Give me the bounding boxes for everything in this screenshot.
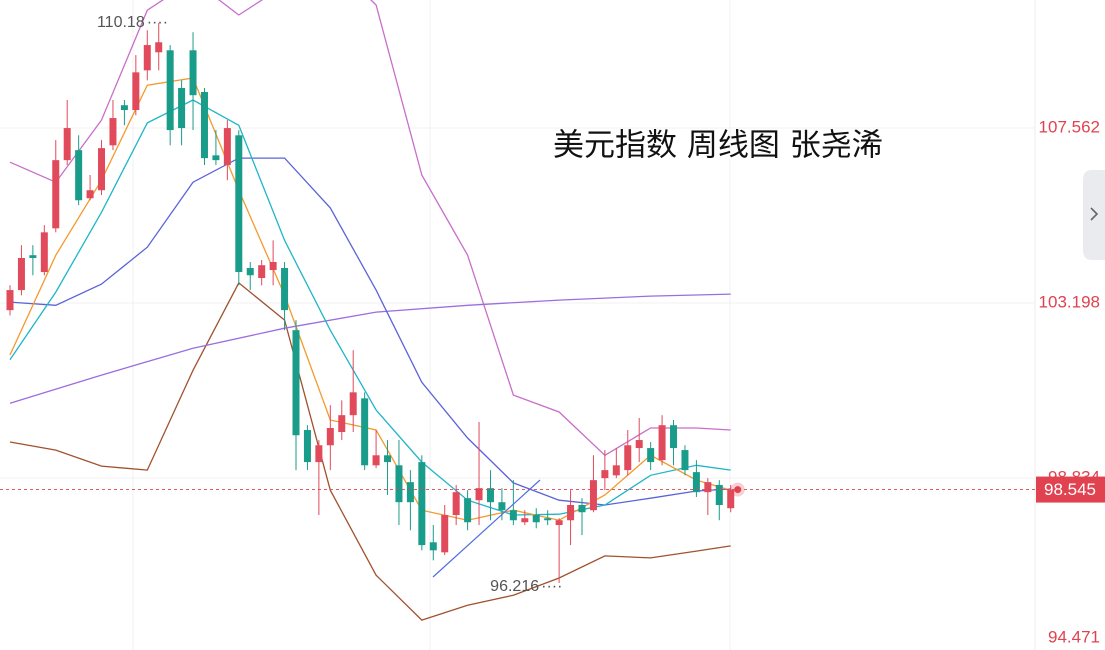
- candle-body: [281, 268, 289, 311]
- candle-body: [29, 255, 37, 258]
- candle-body: [303, 430, 311, 463]
- candle-body: [498, 502, 506, 511]
- indicator-line: [9, 293, 731, 404]
- candle-body: [555, 520, 563, 526]
- candle-body: [452, 492, 460, 516]
- candle-body: [326, 428, 334, 446]
- indicator-line: [9, 0, 731, 457]
- last-price-label: 98.545: [1044, 480, 1096, 499]
- candle-body: [486, 488, 494, 503]
- candle-body: [441, 515, 449, 553]
- candle-body: [727, 489, 735, 509]
- y-tick-label: 94.471: [1048, 627, 1100, 646]
- candle-body: [532, 515, 540, 523]
- max-dots: ····: [147, 14, 168, 31]
- min-label: 96.216: [490, 578, 539, 595]
- candle-body: [63, 128, 71, 161]
- candle-body: [624, 445, 632, 471]
- candle-body: [567, 505, 575, 521]
- candle-body: [98, 148, 106, 191]
- candle-body: [212, 155, 220, 161]
- candle-body: [166, 50, 174, 131]
- candle-body: [658, 425, 666, 461]
- candle-body: [406, 482, 414, 503]
- candle-body: [86, 190, 94, 199]
- side-toggle[interactable]: [1083, 170, 1105, 260]
- candle-body: [464, 498, 472, 523]
- candle-body: [692, 472, 700, 493]
- candle-body: [292, 330, 300, 436]
- candle-body: [120, 105, 128, 111]
- candle-body: [647, 448, 655, 463]
- candle-body: [349, 392, 357, 416]
- candle-body: [52, 160, 60, 229]
- candle-body: [578, 505, 586, 513]
- candle-body: [681, 450, 689, 471]
- indicator-line: [9, 99, 731, 516]
- candle-body: [315, 445, 323, 463]
- trend-line: [432, 479, 541, 578]
- candle-body: [235, 135, 243, 273]
- candle-body: [338, 415, 346, 433]
- candle-body: [361, 398, 369, 466]
- candle-body: [418, 462, 426, 546]
- candle-body: [509, 510, 517, 521]
- candle-body: [143, 45, 151, 71]
- candle-body: [384, 455, 392, 463]
- candle-body: [223, 128, 231, 165]
- candle-body: [372, 455, 380, 466]
- candle-body: [704, 482, 712, 493]
- candle-body: [178, 87, 186, 129]
- candle-body: [17, 257, 25, 291]
- candle-body: [200, 91, 208, 159]
- min-dots: ····: [541, 578, 562, 595]
- indicator-line: [9, 77, 731, 521]
- y-tick-label: 107.562: [1039, 117, 1100, 136]
- candle-body: [544, 518, 552, 521]
- candle-body: [189, 50, 197, 96]
- max-label: 110.18: [97, 14, 145, 31]
- candle-body: [40, 232, 48, 273]
- candle-body: [269, 262, 277, 271]
- candle-body: [246, 268, 254, 276]
- candle-body: [715, 484, 723, 506]
- last-price-dot: [734, 486, 742, 494]
- candle-body: [429, 542, 437, 551]
- last-price-tag: [1036, 476, 1105, 503]
- candle-body: [635, 440, 643, 449]
- indicator-line: [9, 157, 731, 506]
- candle-body: [601, 470, 609, 479]
- candle-body: [521, 518, 529, 523]
- candle-body: [395, 465, 403, 503]
- candle-body: [589, 480, 597, 511]
- candle-body: [132, 72, 140, 111]
- candle-body: [155, 42, 163, 53]
- candle-body: [670, 425, 678, 449]
- y-tick-label: 103.198: [1039, 292, 1100, 311]
- candle-body: [6, 290, 14, 311]
- chart-title: 美元指数 周线图 张尧浠: [553, 128, 883, 164]
- candle-body: [258, 265, 266, 279]
- candle-body: [475, 488, 483, 501]
- candle-body: [75, 150, 83, 201]
- candle-body: [612, 465, 620, 476]
- indicator-line: [9, 281, 731, 621]
- candle-body: [109, 118, 117, 146]
